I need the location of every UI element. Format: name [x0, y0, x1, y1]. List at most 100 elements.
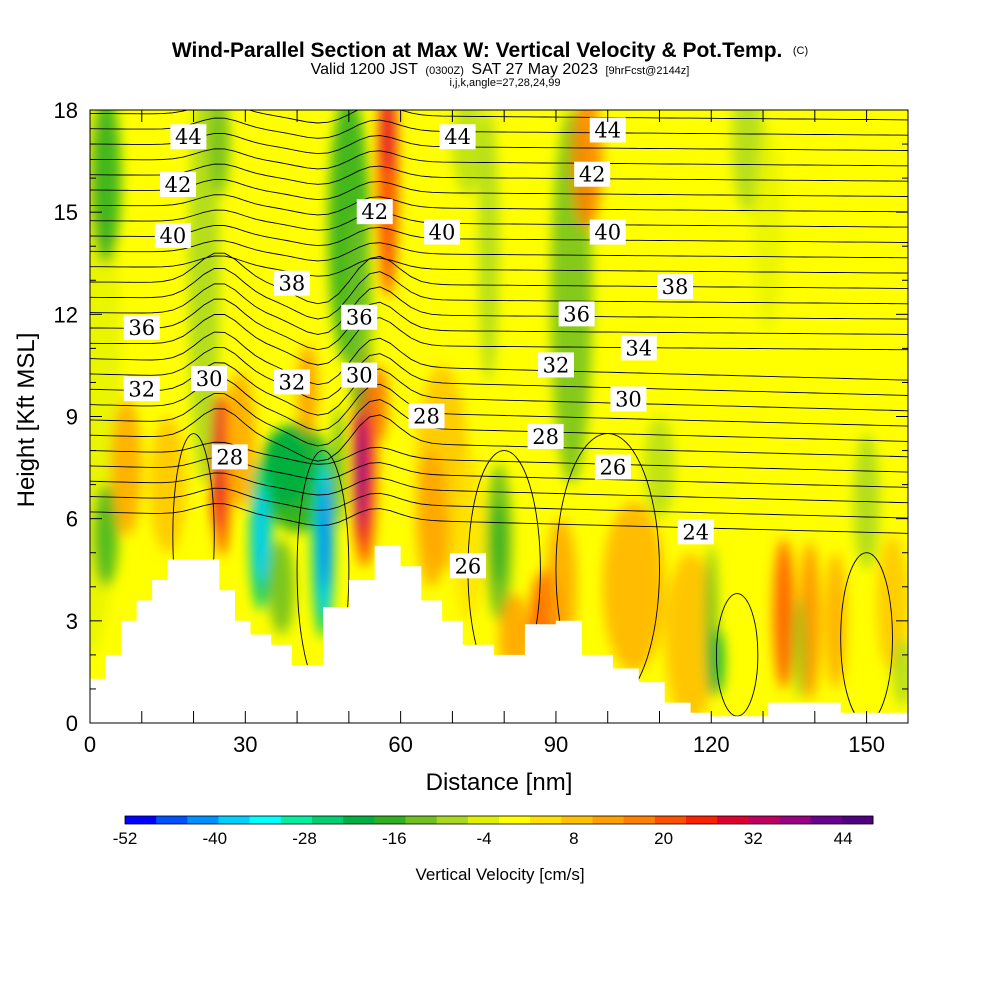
colorbar-swatch: [125, 816, 157, 824]
contour-label-text: 34: [625, 336, 652, 360]
x-tick-label: 60: [388, 732, 412, 757]
colorbar-tick-label: -40: [203, 829, 228, 848]
velocity-cell: [224, 372, 256, 509]
contour-label: 28: [211, 444, 248, 470]
colorbar-label: Vertical Velocity [cm/s]: [415, 865, 584, 884]
contour-label: 24: [677, 519, 714, 545]
x-axis-label: Distance [nm]: [426, 769, 573, 796]
colorbar-tick-label: -16: [382, 829, 407, 848]
contour-label: 26: [594, 454, 631, 480]
colorbar-swatch: [686, 816, 718, 824]
colorbar-swatch: [623, 816, 656, 824]
contour-label-box: [657, 274, 694, 300]
contour-label: 28: [408, 403, 445, 429]
theta-contour-line: [90, 314, 908, 366]
theta-contour-line: [90, 392, 908, 447]
contour-label: 30: [341, 362, 378, 388]
velocity-cell: [892, 637, 908, 706]
y-tick-label: 12: [54, 302, 78, 327]
contour-label-text: 28: [532, 425, 559, 449]
velocity-cell: [825, 552, 846, 689]
x-tick-label: 120: [693, 732, 730, 757]
contour-label-text: 40: [429, 221, 456, 245]
contour-label: 30: [191, 366, 228, 392]
contour-label-text: 30: [615, 387, 642, 411]
contour-label-box: [589, 219, 626, 245]
theta-contour-line: [90, 224, 908, 247]
contour-label-box: [191, 366, 228, 392]
theta-contour-line: [90, 472, 908, 504]
contour-label-text: 28: [216, 445, 243, 469]
colorbar-tick-label: 8: [569, 829, 578, 848]
contour-label-text: 44: [594, 118, 621, 142]
contour-label-box: [273, 369, 310, 395]
contour-label-box: [154, 223, 191, 249]
contour-label-box: [123, 314, 160, 340]
colorbar-swatch: [156, 816, 188, 824]
contour-label-box: [170, 124, 207, 150]
colorbar-swatch: [374, 816, 406, 824]
velocity-cell: [773, 539, 795, 689]
terrain-mask: [90, 545, 908, 723]
velocity-cell: [321, 481, 329, 591]
velocity-cell: [752, 127, 784, 332]
contour-label-text: 24: [682, 520, 709, 544]
velocity-cell: [260, 426, 313, 509]
theta-contour-line: [90, 487, 908, 519]
contour-label-text: 36: [563, 302, 590, 326]
colorbar-swatch: [343, 816, 375, 824]
contour-label-text: 30: [196, 367, 223, 391]
velocity-cell: [358, 416, 366, 526]
theta-contour-line: [90, 209, 908, 231]
contour-label-box: [594, 454, 631, 480]
velocity-cell: [254, 488, 268, 584]
colorbar-swatch: [592, 816, 625, 824]
contour-label: 36: [341, 304, 378, 330]
theta-contour-line: [90, 252, 908, 305]
contour-label-text: 28: [413, 405, 440, 429]
colorbar-swatch: [436, 816, 469, 824]
velocity-cell: [792, 596, 807, 700]
contour-label-text: 26: [455, 554, 482, 578]
velocity-cell: [268, 539, 295, 635]
contour-label-text: 40: [594, 221, 621, 245]
contour-label-text: 42: [579, 163, 606, 187]
velocity-cell: [92, 484, 119, 587]
x-tick-label: 90: [544, 732, 568, 757]
contour-label-box: [211, 444, 248, 470]
colorbar-swatch: [779, 816, 812, 824]
contour-label-text: 30: [346, 364, 373, 388]
contour-label-text: 44: [444, 125, 471, 149]
contour-label: 36: [123, 314, 160, 340]
theta-contour-line: [90, 194, 908, 216]
x-tick-label: 30: [233, 732, 257, 757]
theta-contour-line: [90, 240, 908, 262]
chart-subtitle: Valid 1200 JST (0300Z) SAT 27 May 2023 […: [311, 61, 690, 78]
contour-label-box: [341, 362, 378, 388]
colorbar-swatch: [187, 816, 219, 824]
velocity-cell: [209, 110, 230, 196]
x-axis-ticks: 0 30 60 90 120 150: [84, 110, 885, 757]
contour-label: 38: [657, 274, 694, 300]
colorbar-tick-label: 44: [834, 829, 853, 848]
theta-contour-line: [90, 132, 908, 155]
chart-title: Wind-Parallel Section at Max W: Vertical…: [172, 39, 808, 62]
y-tick-label: 18: [54, 98, 78, 123]
colorbar-frame: [124, 815, 874, 825]
colorbar-swatch: [810, 816, 843, 824]
plot-area: [90, 110, 908, 723]
contour-label: 32: [537, 352, 574, 378]
contour-label-box: [123, 376, 160, 402]
velocity-cell: [331, 406, 346, 529]
velocity-cell: [492, 501, 506, 584]
y-axis-label: Height [Kft MSL]: [13, 333, 40, 508]
colorbar-tick-label: -28: [292, 829, 317, 848]
contour-label-box: [610, 386, 647, 412]
colorbar-swatch: [249, 816, 282, 824]
colorbar-swatch: [405, 816, 438, 824]
colorbar-swatch: [218, 816, 251, 824]
y-tick-label: 15: [54, 200, 78, 225]
chart-subtitle-indices: i,j,k,angle=27,28,24,99: [449, 77, 560, 89]
theta-contour-line: [90, 148, 908, 170]
